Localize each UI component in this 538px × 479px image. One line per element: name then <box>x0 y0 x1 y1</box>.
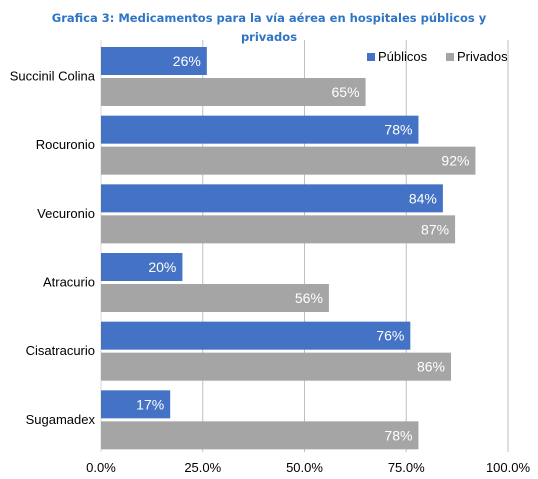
x-tick-label: 75.0% <box>388 460 425 475</box>
bar-data-label: 78% <box>384 427 412 443</box>
x-tick-label: 25.0% <box>184 460 221 475</box>
bar-data-label: 65% <box>332 84 360 100</box>
bar-data-label: 87% <box>421 221 449 237</box>
legend-swatch-publicos <box>367 53 375 61</box>
legend-swatch-privados <box>446 53 454 61</box>
bar-privados <box>101 352 452 381</box>
x-tick-label: 100.0% <box>486 460 531 475</box>
bar-publicos <box>101 321 411 350</box>
bar-publicos <box>101 184 443 213</box>
bar-publicos <box>101 253 183 281</box>
chart-title: Grafica 3: Medicamentos para la vía aére… <box>51 11 487 44</box>
bar-privados <box>101 421 419 450</box>
category-label: Atracurio <box>43 275 95 290</box>
category-label: Cisatracurio <box>26 343 95 358</box>
x-tick-label: 50.0% <box>286 460 323 475</box>
bar-data-label: 86% <box>417 359 445 375</box>
category-label: Rocuronio <box>36 137 95 152</box>
category-label: Succinil Colina <box>10 69 96 84</box>
category-label: Sugamadex <box>26 412 96 427</box>
bar-publicos <box>101 47 207 75</box>
bar-data-label: 84% <box>409 190 437 206</box>
category-label: Vecuronio <box>37 206 95 221</box>
bar-data-label: 56% <box>295 290 323 306</box>
bar-privados <box>101 146 476 175</box>
legend-label-privados: Privados <box>457 49 508 64</box>
bar-privados <box>101 284 329 312</box>
bar-data-label: 76% <box>376 328 404 344</box>
bar-data-label: 78% <box>384 122 412 138</box>
legend-label-publicos: Públicos <box>378 49 428 64</box>
bar-privados <box>101 215 456 244</box>
bar-data-label: 17% <box>136 396 164 412</box>
bar-publicos <box>101 115 419 144</box>
bar-data-label: 26% <box>173 53 201 69</box>
bar-data-label: 92% <box>441 153 469 169</box>
bar-privados <box>101 78 366 106</box>
x-tick-label: 0.0% <box>86 460 116 475</box>
bar-data-label: 20% <box>148 259 176 275</box>
bar-publicos <box>101 390 171 419</box>
